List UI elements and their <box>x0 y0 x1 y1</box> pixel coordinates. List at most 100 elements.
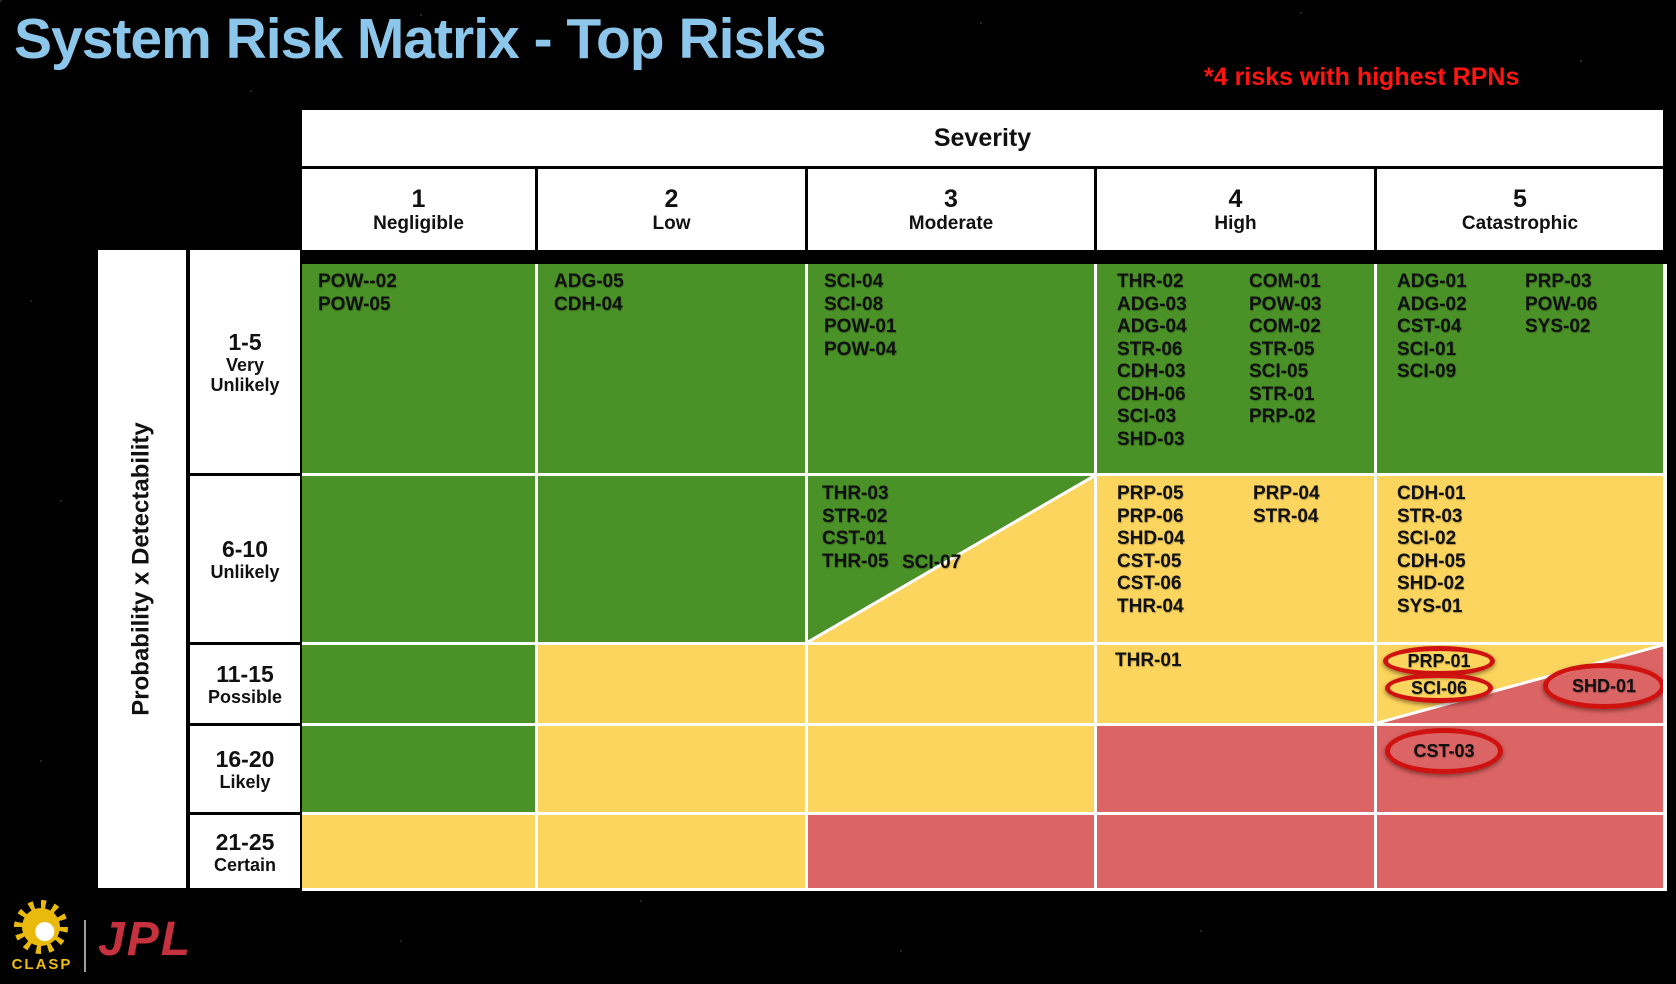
matrix-cell-r2c3: THR-03 STR-02 CST-01 THR-05 SCI-07 <box>808 476 1094 642</box>
risk-id: STR-03 <box>1397 505 1463 527</box>
risk-id: SCI-05 <box>1249 361 1309 382</box>
clasp-sun-core-icon <box>22 908 60 946</box>
matrix-cell-r1c4: THR-02 ADG-03 ADG-04 STR-06 CDH-03 CDH-06 SCI-… <box>1097 264 1374 473</box>
matrix-cell-r5c2 <box>538 815 805 888</box>
risk-id: ADG-03 <box>1117 293 1187 315</box>
risk-id: CST-06 <box>1117 573 1182 594</box>
risk-id: PRP-05 <box>1117 483 1184 504</box>
row-header-6-10: 6-10 Unlikely <box>190 476 300 645</box>
risk-id: CDH-01 <box>1397 483 1466 504</box>
risk-id: STR-01 <box>1249 383 1315 405</box>
risk-id: POW-04 <box>824 338 897 360</box>
row-header-16-20: 16-20 Likely <box>190 726 300 815</box>
matrix-cell-r5c3 <box>808 815 1094 888</box>
risk-id: THR-01 <box>1115 650 1182 671</box>
risk-id: ADG-04 <box>1117 316 1187 337</box>
matrix-cell-r1c1: POW--02 POW-05 <box>302 264 535 473</box>
circled-risk-cst-03: CST-03 <box>1385 728 1503 774</box>
risk-list: COM-01 POW-03 COM-02 STR-05 SCI-05 STR-01 PRP-… <box>1249 271 1321 429</box>
matrix-cell-r3c2 <box>538 645 805 723</box>
matrix-cell-r1c5: ADG-01 ADG-02 CST-04 SCI-01 SCI-09 PRP-03 POW… <box>1377 264 1663 473</box>
risk-id: STR-05 <box>1249 338 1315 360</box>
risk-id: POW-03 <box>1249 293 1322 315</box>
risk-list: THR-02 ADG-03 ADG-04 STR-06 CDH-03 CDH-06 SCI-… <box>1117 271 1187 451</box>
risk-id: SCI-01 <box>1397 338 1457 360</box>
risk-id: SHD-03 <box>1117 428 1185 450</box>
risk-id: THR-03 <box>822 483 889 504</box>
risk-id: CST-05 <box>1117 550 1182 572</box>
risk-list: SCI-04 SCI-08 POW-01 POW-04 <box>824 271 896 361</box>
risk-id: SCI-04 <box>824 271 884 292</box>
column-header-5: 5 Catastrophic <box>1377 169 1663 250</box>
risk-id: SCI-02 <box>1397 528 1457 549</box>
risk-list: CDH-01 STR-03 SCI-02 CDH-05 SHD-02 SYS-01 <box>1397 483 1466 618</box>
row-header-1-5: 1-5 Very Unlikely <box>190 250 300 476</box>
severity-header: Severity <box>302 110 1663 166</box>
risk-id: SYS-02 <box>1525 316 1591 337</box>
risk-id: ADG-01 <box>1397 271 1467 292</box>
risk-id: CDH-06 <box>1117 383 1186 405</box>
column-header-1: 1 Negligible <box>302 169 535 250</box>
risk-id: POW-01 <box>824 316 897 337</box>
risk-list: ADG-05 CDH-04 <box>554 271 624 316</box>
risk-id: COM-02 <box>1249 316 1321 337</box>
column-header-2: 2 Low <box>538 169 805 250</box>
risk-id: POW--02 <box>318 271 397 292</box>
matrix-cell-r4c5: CST-03 <box>1377 726 1663 812</box>
column-header-4: 4 High <box>1097 169 1374 250</box>
risk-list: ADG-01 ADG-02 CST-04 SCI-01 SCI-09 <box>1397 271 1467 384</box>
matrix-cell-r3c1 <box>302 645 535 723</box>
risk-id: SCI-07 <box>902 552 962 573</box>
risk-id: CST-01 <box>822 528 887 549</box>
risk-id: SCI-03 <box>1117 406 1177 427</box>
column-number: 1 <box>411 184 426 213</box>
risk-id: SCI-08 <box>824 293 884 315</box>
risk-id: PRP-03 <box>1525 271 1592 292</box>
column-number: 2 <box>664 184 679 213</box>
matrix-cell-r2c1 <box>302 476 535 642</box>
column-header-3: 3 Moderate <box>808 169 1094 250</box>
matrix-cell-r3c5: PRP-01 SCI-06 SHD-01 <box>1377 645 1663 723</box>
risk-id: THR-02 <box>1117 271 1184 292</box>
circled-risk-sci-06: SCI-06 <box>1385 673 1493 703</box>
risk-id: THR-05 <box>822 550 889 572</box>
top-risks-note: *4 risks with highest RPNs <box>1204 63 1520 91</box>
risk-id: POW-06 <box>1525 293 1598 315</box>
matrix-cell-r1c2: ADG-05 CDH-04 <box>538 264 805 473</box>
matrix-cell-r3c4: THR-01 <box>1097 645 1374 723</box>
risk-list: PRP-04 STR-04 <box>1253 483 1320 528</box>
risk-id: CDH-03 <box>1117 361 1186 382</box>
risk-id: SHD-04 <box>1117 528 1185 549</box>
probability-axis-label: Probability x Detectability <box>98 250 186 888</box>
risk-id: ADG-02 <box>1397 293 1467 315</box>
row-headers: 1-5 Very Unlikely 6-10 Unlikely 11-15 Po… <box>190 250 300 888</box>
risk-list: PRP-05 PRP-06 SHD-04 CST-05 CST-06 THR-04 <box>1117 483 1185 618</box>
risk-id: STR-02 <box>822 505 888 527</box>
risk-id: PRP-02 <box>1249 406 1316 427</box>
risk-id: ADG-05 <box>554 271 624 292</box>
risk-id: SCI-09 <box>1397 361 1457 382</box>
logo-divider <box>84 920 86 972</box>
circled-risk-prp-01: PRP-01 <box>1383 646 1495 676</box>
risk-list: PRP-03 POW-06 SYS-02 <box>1525 271 1597 339</box>
column-number: 4 <box>1228 184 1243 213</box>
column-label: Moderate <box>908 212 994 234</box>
clasp-logo-text: CLASP <box>11 956 73 973</box>
risk-list: POW--02 POW-05 <box>318 271 397 316</box>
risk-id: CDH-04 <box>554 293 623 315</box>
risk-id: PRP-04 <box>1253 483 1320 504</box>
matrix-cell-r5c5 <box>1377 815 1663 888</box>
circled-risk-shd-01: SHD-01 <box>1543 663 1663 709</box>
matrix-cell-r2c5: CDH-01 STR-03 SCI-02 CDH-05 SHD-02 SYS-01 <box>1377 476 1663 642</box>
page-title: System Risk Matrix - Top Risks <box>14 7 827 71</box>
column-label: Catastrophic <box>1461 212 1579 234</box>
matrix-cell-r5c4 <box>1097 815 1374 888</box>
matrix-cell-r1c3: SCI-04 SCI-08 POW-01 POW-04 <box>808 264 1094 473</box>
matrix-cell-r4c3 <box>808 726 1094 812</box>
matrix-cell-r2c2 <box>538 476 805 642</box>
risk-id: STR-04 <box>1253 505 1319 527</box>
matrix-cell-r2c4: PRP-05 PRP-06 SHD-04 CST-05 CST-06 THR-04 PRP… <box>1097 476 1374 642</box>
column-label: High <box>1214 212 1257 234</box>
risk-list: THR-03 STR-02 CST-01 THR-05 <box>822 483 889 573</box>
